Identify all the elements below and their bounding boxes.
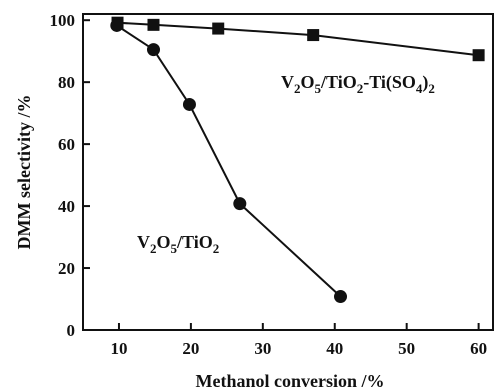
data-point-square <box>472 49 485 62</box>
axes-layer: 10 20 30 40 50 60 0 20 40 60 80 100 <box>50 11 488 358</box>
y-tick-label: 0 <box>67 321 76 340</box>
data-point-circle <box>233 197 247 211</box>
y-tick-label: 20 <box>58 259 75 278</box>
x-tick-label: 20 <box>182 339 199 358</box>
y-tick-label: 100 <box>50 11 76 30</box>
data-point-circle <box>110 18 124 32</box>
data-point-square <box>307 29 320 42</box>
x-tick-label: 50 <box>398 339 415 358</box>
data-point-square <box>212 22 225 35</box>
y-tick-label: 60 <box>58 135 75 154</box>
series-label-v2o5-tio2: V2O5/TiO2 <box>137 232 219 256</box>
x-tick-label: 60 <box>470 339 487 358</box>
series-line-0 <box>117 21 479 57</box>
markers-layer <box>110 16 485 304</box>
y-tick-label: 40 <box>58 197 75 216</box>
x-tick-label: 30 <box>254 339 271 358</box>
series-label-v2o5-tio2-ti-so4-2: V2O5/TiO2-Ti(SO4)2 <box>281 72 435 96</box>
data-point-circle <box>146 43 160 57</box>
x-tick-label: 40 <box>326 339 343 358</box>
y-tick-label: 80 <box>58 73 75 92</box>
data-point-circle <box>182 97 196 111</box>
data-point-square <box>147 18 160 31</box>
y-axis-title: DMM selectivity /% <box>14 95 34 250</box>
x-tick-label: 10 <box>110 339 127 358</box>
x-axis-title: Methanol conversion /% <box>196 371 385 390</box>
plot-frame <box>82 13 494 331</box>
data-point-circle <box>334 290 348 304</box>
